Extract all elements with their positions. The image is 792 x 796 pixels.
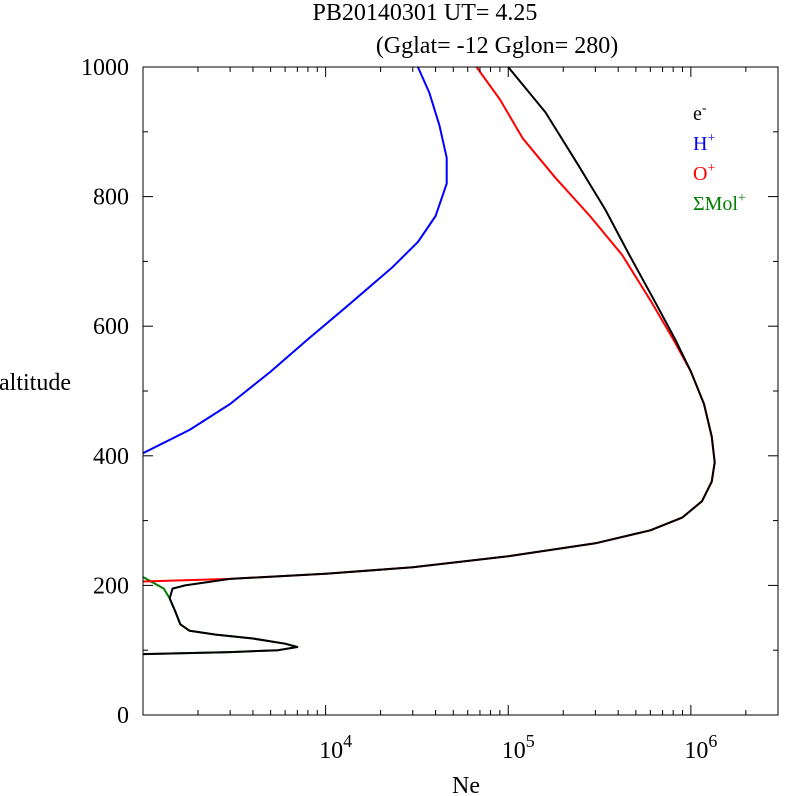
y-tick-label: 600 <box>93 314 129 340</box>
legend-entry: e- <box>693 101 707 125</box>
series-layer <box>142 66 716 656</box>
y-tick-label: 800 <box>93 185 129 211</box>
legend: e- H+ O+ ΣMol+ <box>693 101 746 215</box>
y-axis-label: altitude <box>0 370 71 396</box>
legend-entry: H+ <box>693 131 715 155</box>
chart-title-line2: (Gglat= -12 Gglon= 280) <box>376 33 618 59</box>
chart-title-line1: PB20140301 UT= 4.25 <box>313 0 538 26</box>
plot-frame <box>142 66 779 716</box>
y-tick-label: 200 <box>93 573 129 599</box>
y-tick-label: 400 <box>93 444 129 470</box>
y-tick-label: 1000 <box>81 55 129 81</box>
series-line-2 <box>142 66 716 656</box>
x-tick-label: 106 <box>684 731 717 764</box>
series-line-3 <box>142 66 448 455</box>
y-tick-label: 0 <box>117 703 129 729</box>
legend-entry: O+ <box>693 161 715 185</box>
series-line-1 <box>142 66 716 583</box>
legend-entry: ΣMol+ <box>693 191 746 215</box>
x-tick-label: 105 <box>502 731 535 764</box>
ticks-layer: 0 200 400 600 800 1000 104 105 106 <box>81 55 779 764</box>
x-tick-label: 104 <box>319 731 352 764</box>
x-axis-label: Ne <box>452 773 480 796</box>
